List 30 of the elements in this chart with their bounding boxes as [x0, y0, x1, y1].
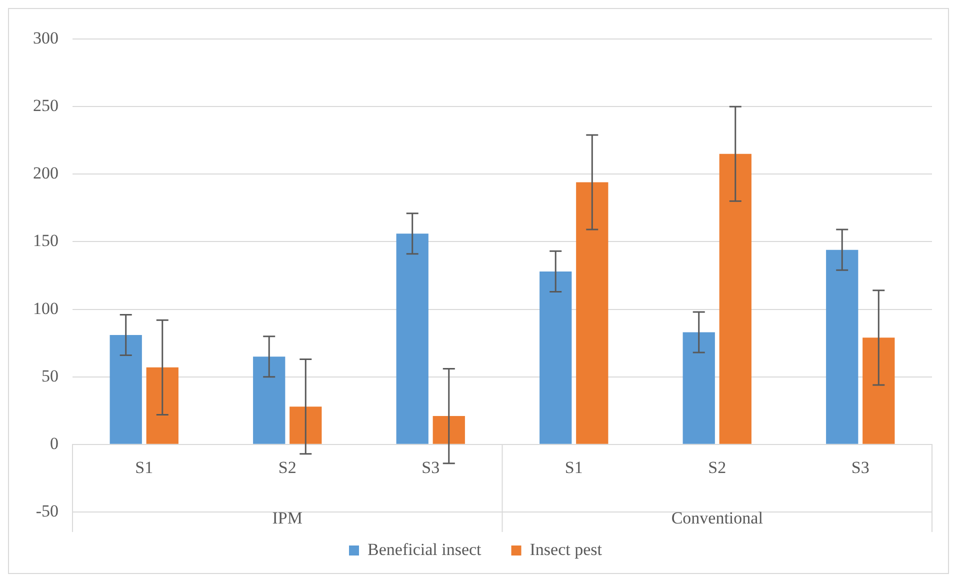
bar	[432, 416, 465, 444]
x-tick-label: S2	[708, 458, 726, 478]
y-tick-label: 0	[50, 434, 58, 453]
y-tick-label: 300	[33, 28, 58, 48]
legend-label: Insect pest	[530, 540, 602, 559]
bar	[576, 182, 608, 444]
bar	[826, 250, 858, 444]
bar	[146, 367, 178, 444]
x-tick-label: S1	[135, 458, 154, 478]
annotation: Conventional	[671, 508, 764, 528]
bar	[862, 338, 895, 444]
y-tick-label: 150	[33, 231, 58, 250]
bar	[253, 356, 286, 444]
y-tick-label: -50	[36, 501, 58, 520]
bar	[682, 332, 715, 444]
x-tick-label: S2	[278, 458, 296, 478]
x-tick-label: S3	[851, 458, 870, 478]
bar	[110, 334, 142, 444]
x-tick-label: S3	[422, 458, 440, 478]
bar	[396, 234, 428, 444]
legend-label: Beneficial insect	[368, 540, 482, 559]
y-tick-label: 50	[42, 366, 58, 386]
annotation: IPM	[272, 508, 302, 528]
y-tick-label: 200	[33, 164, 58, 183]
bar	[290, 406, 322, 444]
bar	[540, 271, 572, 444]
x-tick-label: S1	[564, 458, 583, 478]
y-tick-label: 100	[33, 298, 58, 318]
bar	[719, 154, 752, 444]
y-tick-label: 250	[33, 96, 58, 116]
